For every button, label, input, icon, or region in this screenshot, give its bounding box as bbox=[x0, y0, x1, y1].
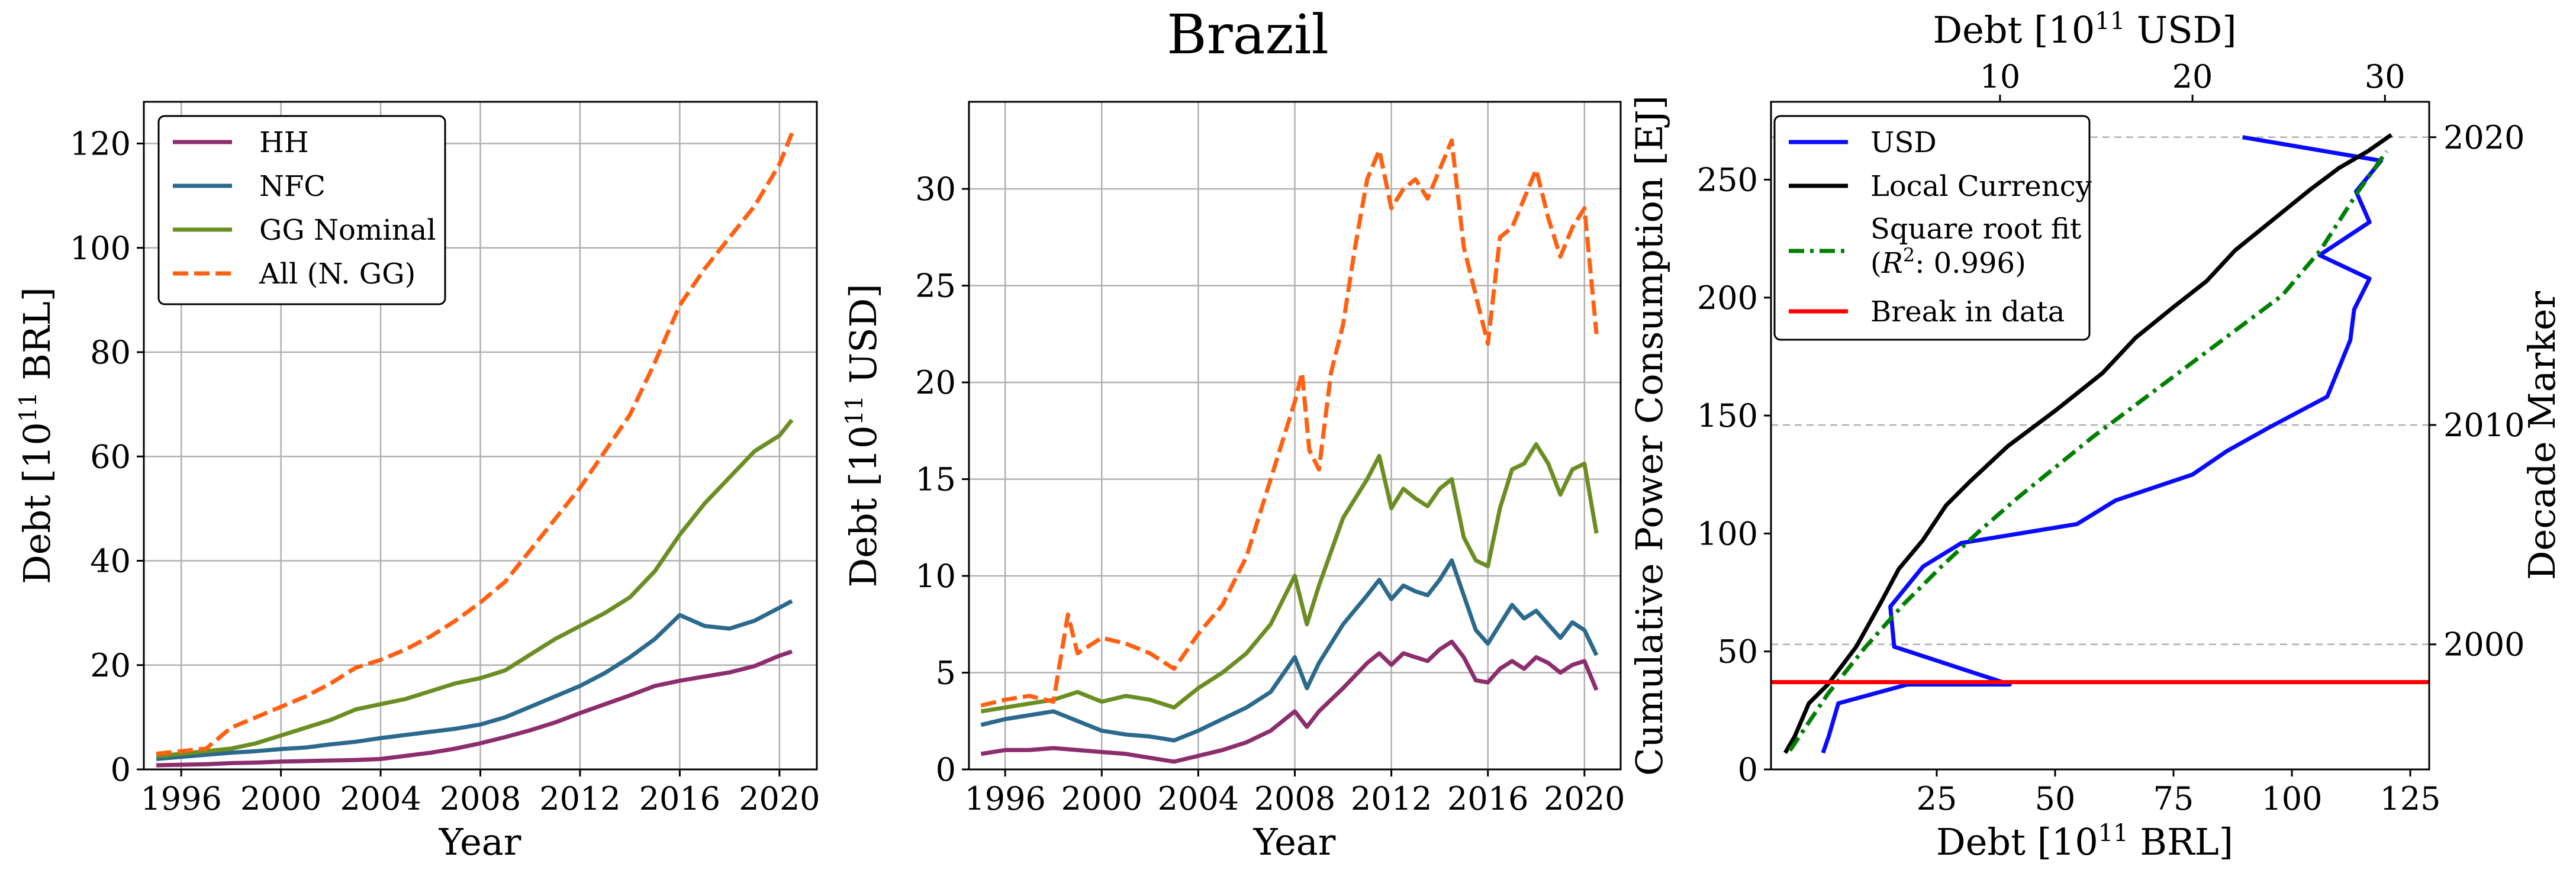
p2-ytick-label: 30 bbox=[915, 170, 956, 208]
panel-left-chart: 1996 2000 2004 2008 2012 2016 2020 0 20 40 60 80 100… bbox=[15, 101, 820, 864]
p2-series-nfc bbox=[980, 558, 1599, 743]
panel-right-chart: 25 50 75 100 125 0 50 100 150 200 250 10 20 30 2000 201… bbox=[1628, 8, 2564, 864]
p1-xtick-label: 2004 bbox=[340, 780, 421, 817]
p1-xtick-label: 1996 bbox=[140, 780, 221, 817]
p1-series-nfc bbox=[156, 599, 793, 761]
p2-ytick-label: 10 bbox=[915, 558, 956, 595]
left-xlabel: Year bbox=[439, 820, 521, 864]
legend-label-usd: USD bbox=[1870, 126, 1937, 159]
p3-series-usd bbox=[1821, 135, 2384, 754]
p1-series-hh bbox=[156, 649, 793, 768]
p3-xtick-label: 50 bbox=[2035, 780, 2076, 817]
p3-right-tick-label: 2020 bbox=[2443, 119, 2525, 156]
p3-ytick-label: 250 bbox=[1697, 162, 1758, 199]
p2-xtick-label: 2004 bbox=[1158, 780, 1239, 817]
p2-ytick-label: 0 bbox=[936, 751, 956, 788]
p2-xtick-label: 2008 bbox=[1254, 780, 1335, 817]
p2-xtick-label: 2016 bbox=[1447, 780, 1528, 817]
p1-ytick-label: 80 bbox=[90, 334, 131, 371]
p3-top-tick-label: 20 bbox=[2172, 58, 2213, 95]
right-ylabel: Cumulative Power Consumption [EJ] bbox=[1628, 95, 1671, 776]
right-legend: USD Local Currency Square root fit (R2: … bbox=[1773, 115, 2092, 341]
p2-ytick-label: 20 bbox=[915, 364, 956, 401]
panel-middle-chart: 1996 2000 2004 2008 2012 2016 2020 0 5 10 15 20 25 30… bbox=[841, 101, 1625, 864]
p1-xtick-label: 2012 bbox=[539, 780, 620, 817]
p2-xtick-label: 2000 bbox=[1061, 780, 1142, 817]
p3-series-local-currency bbox=[1783, 133, 2393, 754]
p3-series-square-root-fit bbox=[1788, 150, 2388, 752]
legend-label-fit-r2: (R2: 0.996) bbox=[1870, 244, 2026, 280]
p3-top-tick-label: 30 bbox=[2365, 58, 2406, 95]
p2-series-gg-nominal bbox=[980, 442, 1599, 714]
p2-ytick-label: 5 bbox=[936, 655, 956, 692]
left-legend: HH NFC GG Nominal All (N. GG) bbox=[157, 115, 446, 305]
right-y2label: Decade Marker bbox=[2520, 291, 2564, 581]
right-legend-box bbox=[1773, 115, 2091, 341]
p3-ytick-label: 100 bbox=[1697, 515, 1758, 552]
figure-title: Brazil bbox=[1167, 3, 1329, 66]
p1-ytick-label: 20 bbox=[90, 647, 131, 684]
p2-xtick-label: 2012 bbox=[1351, 780, 1432, 817]
p3-xtick-label: 25 bbox=[1917, 780, 1957, 817]
middle-ylabel: Debt [1011 USD] bbox=[841, 283, 885, 587]
p3-ytick-label: 50 bbox=[1717, 633, 1758, 671]
p1-ytick-label: 100 bbox=[70, 230, 131, 267]
p1-xtick-label: 2000 bbox=[240, 780, 321, 817]
p3-ytick-label: 0 bbox=[1738, 751, 1758, 788]
p2-series-all-n-gg bbox=[980, 138, 1599, 708]
p3-xtick-label: 75 bbox=[2153, 780, 2194, 817]
p3-ytick-label: 200 bbox=[1697, 279, 1758, 317]
left-legend-box bbox=[157, 115, 446, 305]
legend-label-gg: GG Nominal bbox=[259, 214, 436, 247]
p3-right-tick-label: 2000 bbox=[2443, 626, 2525, 663]
p3-xtick-label: 100 bbox=[2261, 780, 2322, 817]
p1-ytick-label: 0 bbox=[111, 751, 131, 788]
p1-series-gg-nominal bbox=[156, 418, 794, 759]
right-bottom-xlabel: Debt [1011 BRL] bbox=[1936, 820, 2233, 864]
p1-series-all-n-gg bbox=[156, 132, 794, 756]
p3-ytick-label: 150 bbox=[1697, 397, 1758, 434]
p3-right-tick-label: 2010 bbox=[2443, 407, 2525, 444]
p2-ytick-label: 15 bbox=[915, 461, 956, 498]
p3-top-tick-label: 10 bbox=[1980, 58, 2021, 95]
left-ylabel: Debt [1011 BRL] bbox=[15, 287, 59, 584]
legend-label-all: All (N. GG) bbox=[259, 257, 416, 291]
p2-xtick-label: 1996 bbox=[964, 780, 1045, 817]
panel-right-frame bbox=[1770, 101, 2430, 771]
legend-label-nfc: NFC bbox=[259, 170, 326, 203]
p1-ytick-label: 60 bbox=[90, 438, 131, 475]
p2-ytick-label: 25 bbox=[915, 268, 956, 305]
legend-label-hh: HH bbox=[259, 126, 309, 159]
p3-xtick-label: 125 bbox=[2379, 780, 2440, 817]
p2-series-hh bbox=[980, 639, 1599, 764]
legend-label-local: Local Currency bbox=[1870, 170, 2092, 203]
legend-label-break: Break in data bbox=[1870, 295, 2065, 328]
p2-xtick-label: 2020 bbox=[1544, 780, 1625, 817]
right-top-xlabel: Debt [1011 USD] bbox=[1933, 8, 2236, 51]
p1-ytick-label: 40 bbox=[90, 543, 131, 580]
p1-xtick-label: 2008 bbox=[440, 780, 521, 817]
legend-label-fit: Square root fit bbox=[1870, 212, 2081, 246]
p1-ytick-label: 120 bbox=[70, 125, 131, 163]
p1-xtick-label: 2020 bbox=[739, 780, 820, 817]
p1-xtick-label: 2016 bbox=[639, 780, 720, 817]
middle-xlabel: Year bbox=[1253, 820, 1336, 864]
